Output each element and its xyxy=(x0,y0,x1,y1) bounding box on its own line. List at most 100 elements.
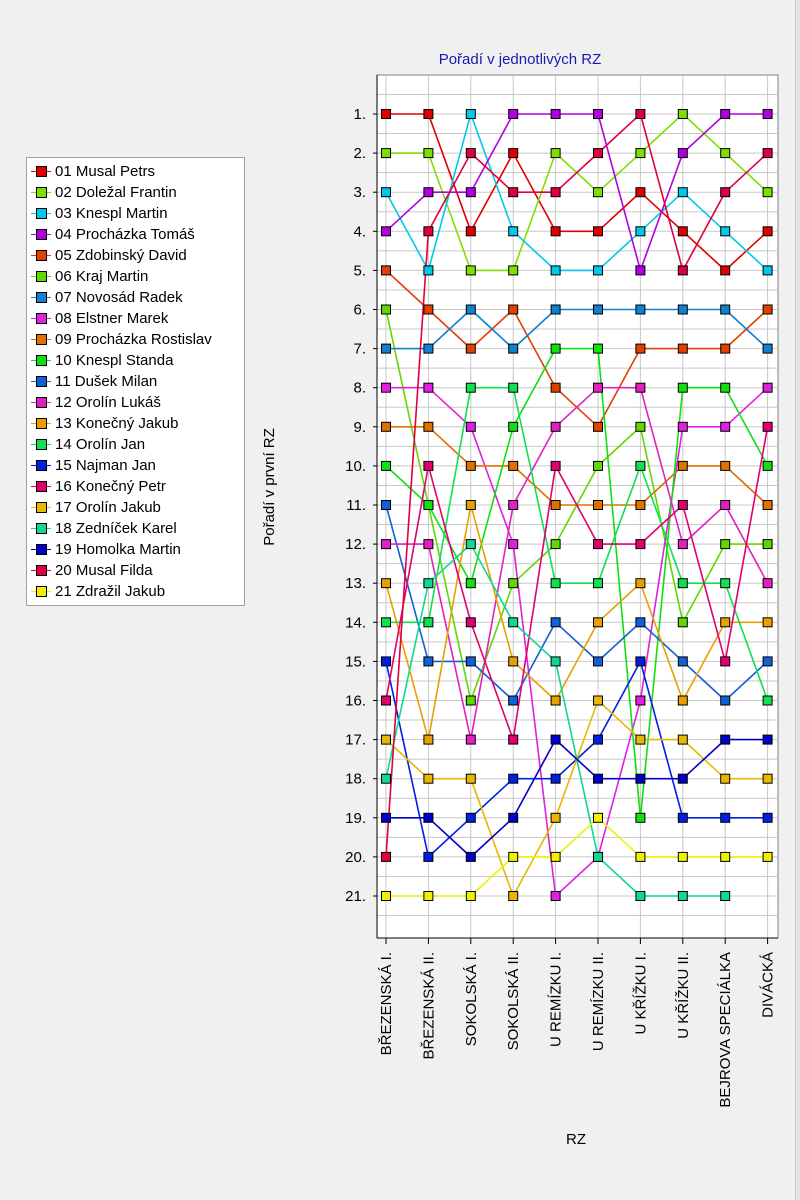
data-point-marker xyxy=(677,851,688,862)
data-point-marker xyxy=(508,539,519,550)
y-tick-label: 12. xyxy=(345,536,366,553)
data-point-marker xyxy=(508,460,519,471)
data-point-marker xyxy=(550,578,561,589)
legend-swatch-marker xyxy=(36,460,47,471)
x-tick-label: U KŘÍŽKU II. xyxy=(675,952,692,1039)
data-point-marker xyxy=(508,891,519,901)
y-tick-label: 3. xyxy=(353,184,366,201)
data-point-marker xyxy=(550,695,561,706)
legend-item: 21 Zdražil Jakub xyxy=(27,581,245,602)
y-tick-label: 19. xyxy=(345,810,366,827)
data-point-marker xyxy=(465,304,476,315)
data-point-marker xyxy=(593,851,603,862)
y-axis-title: Pořadí v první RZ xyxy=(261,428,278,546)
legend-label: 20 Musal Filda xyxy=(55,562,153,579)
data-point-marker xyxy=(635,343,646,354)
legend-item: 10 Knespl Standa xyxy=(27,350,245,371)
data-point-marker xyxy=(635,460,646,471)
legend-label: 19 Homolka Martin xyxy=(55,541,181,558)
y-tick-label: 9. xyxy=(353,419,366,436)
legend-swatch-marker xyxy=(36,418,47,429)
data-point-marker xyxy=(508,343,519,354)
data-point-marker xyxy=(762,148,773,159)
data-point-marker xyxy=(635,382,646,393)
data-point-marker xyxy=(423,891,434,901)
legend-item: 07 Novosád Radek xyxy=(27,287,245,308)
data-point-marker xyxy=(677,382,688,393)
data-point-marker xyxy=(635,695,646,706)
legend-swatch-marker xyxy=(36,355,47,366)
series-lines xyxy=(385,113,769,897)
legend-swatch-marker xyxy=(36,208,47,219)
legend-item: 12 Orolín Lukáš xyxy=(27,392,245,413)
y-tick-label: 4. xyxy=(353,223,366,240)
legend-item: 02 Doležal Frantin xyxy=(27,182,245,203)
data-point-marker xyxy=(762,773,773,784)
data-point-marker xyxy=(423,851,434,862)
data-point-marker xyxy=(593,187,603,198)
data-point-marker xyxy=(635,734,646,745)
legend-swatch-marker xyxy=(36,481,47,492)
legend-label: 09 Procházka Rostislav xyxy=(55,331,212,348)
x-tick-label: U REMÍZKU I. xyxy=(548,952,565,1047)
data-point-marker xyxy=(635,812,646,823)
data-point-marker xyxy=(762,421,773,432)
legend-label: 04 Procházka Tomáš xyxy=(55,226,195,243)
legend-item: 08 Elstner Marek xyxy=(27,308,245,329)
data-point-marker xyxy=(465,148,476,159)
legend-label: 03 Knespl Martin xyxy=(55,205,168,222)
data-point-marker xyxy=(593,773,603,784)
data-point-marker xyxy=(720,265,731,276)
data-point-marker xyxy=(381,500,391,510)
series-line xyxy=(385,504,769,702)
y-tick-label: 21. xyxy=(345,888,366,905)
data-point-marker xyxy=(720,773,731,784)
data-point-marker xyxy=(508,187,519,198)
data-point-marker xyxy=(593,539,603,550)
data-point-marker xyxy=(423,343,434,354)
y-tick-label: 18. xyxy=(345,771,366,788)
legend-label: 16 Konečný Petr xyxy=(55,478,166,495)
data-point-marker xyxy=(677,656,688,667)
legend-label: 06 Kraj Martin xyxy=(55,268,149,285)
data-point-marker xyxy=(762,695,773,706)
data-point-marker xyxy=(423,539,434,550)
data-point-marker xyxy=(720,812,731,823)
data-point-marker xyxy=(465,343,476,354)
data-point-marker xyxy=(635,539,646,550)
data-point-marker xyxy=(423,187,434,198)
data-point-marker xyxy=(508,304,519,315)
series-line xyxy=(386,113,769,272)
data-point-marker xyxy=(762,734,773,745)
data-point-marker xyxy=(550,617,561,628)
legend-item: 17 Orolín Jakub xyxy=(27,497,245,518)
data-point-marker xyxy=(720,187,731,198)
data-point-marker xyxy=(677,500,688,510)
data-point-marker xyxy=(677,226,688,237)
legend-item: 15 Najman Jan xyxy=(27,455,245,476)
data-point-marker xyxy=(677,421,688,432)
data-point-marker xyxy=(720,304,731,315)
x-tick-label: SOKOLSKÁ I. xyxy=(463,952,480,1046)
data-point-marker xyxy=(762,187,773,198)
legend: 01 Musal Petrs 02 Doležal Frantin 03 Knesp… xyxy=(26,157,245,606)
data-point-marker xyxy=(423,500,434,510)
data-point-marker xyxy=(465,773,476,784)
data-point-marker xyxy=(593,734,603,745)
data-point-marker xyxy=(677,304,688,315)
legend-swatch-marker xyxy=(36,292,47,303)
x-tick-label: U REMÍZKU II. xyxy=(590,952,607,1051)
data-point-marker xyxy=(635,421,646,432)
legend-swatch-marker xyxy=(36,439,47,450)
data-point-marker xyxy=(508,773,519,784)
data-point-marker xyxy=(593,304,603,315)
data-point-marker xyxy=(508,578,519,589)
data-point-marker xyxy=(423,382,434,393)
data-point-marker xyxy=(762,109,773,119)
data-point-marker xyxy=(720,382,731,393)
data-point-marker xyxy=(381,343,391,354)
data-point-marker xyxy=(720,656,731,667)
data-point-marker xyxy=(550,421,561,432)
legend-item: 19 Homolka Martin xyxy=(27,539,245,560)
data-point-marker xyxy=(508,617,519,628)
